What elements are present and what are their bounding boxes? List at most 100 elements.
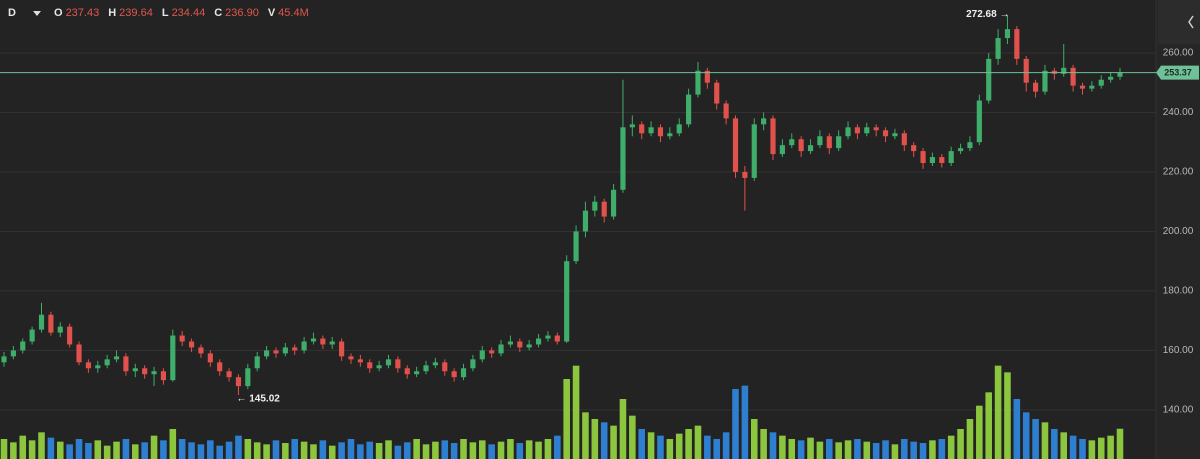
volume-bar <box>394 445 402 459</box>
volume-bar <box>0 439 8 459</box>
candle-body <box>1070 67 1076 86</box>
volume-bar <box>844 440 852 459</box>
volume-bar <box>66 444 73 459</box>
candle-body <box>329 341 335 345</box>
candle-body <box>1004 29 1011 39</box>
volume-bar <box>507 439 514 459</box>
candle-body <box>648 127 654 134</box>
y-tick-label: 200.00 <box>1163 226 1194 237</box>
candle-body <box>95 365 101 369</box>
volume-bar <box>441 440 449 459</box>
candle-body <box>198 347 204 354</box>
candle-body <box>1061 67 1067 74</box>
volume-bar <box>338 442 345 459</box>
candle-body <box>704 70 710 83</box>
volume-bar <box>235 435 242 459</box>
candle-body <box>611 189 617 217</box>
candle-body <box>254 356 260 369</box>
y-tick-label: 220.00 <box>1163 167 1194 178</box>
volume-bar <box>629 415 636 459</box>
volume-bar <box>563 379 570 459</box>
candle-body <box>657 127 664 137</box>
volume-bar <box>432 441 439 459</box>
candle-body <box>779 145 785 155</box>
volume-bar <box>816 441 824 459</box>
volume-bar <box>610 425 617 459</box>
volume-bar <box>525 440 533 459</box>
candle-body <box>892 133 898 137</box>
candle-body <box>798 139 804 152</box>
volume-bar <box>882 440 889 459</box>
volume-bar <box>807 437 814 459</box>
volume-bar <box>150 435 158 459</box>
volume-bar <box>160 440 167 459</box>
candle-body <box>864 127 870 134</box>
volume-bar <box>282 443 289 459</box>
candle-body <box>676 124 682 134</box>
volume-bar <box>919 443 927 459</box>
volume-bar <box>47 437 55 459</box>
candle-body <box>836 136 842 149</box>
volume-bar <box>94 440 102 459</box>
volume-bar <box>357 444 364 459</box>
volume-bar <box>750 419 758 459</box>
interval[interactable]: D <box>8 7 16 19</box>
volume-bar <box>619 399 627 459</box>
candle-body <box>48 314 54 333</box>
y-tick-label: 180.00 <box>1163 286 1194 297</box>
volume-bar <box>694 425 702 459</box>
volume-bar <box>328 445 336 459</box>
volume-bar <box>1069 435 1077 459</box>
candle-body <box>179 335 185 342</box>
candle-body <box>1033 82 1039 92</box>
volume-bar <box>169 429 177 459</box>
candle-body <box>582 210 589 232</box>
candle-body <box>517 341 523 348</box>
candle-body <box>695 70 701 95</box>
candle-body <box>957 148 964 152</box>
volume-bar <box>366 441 374 459</box>
volume-bar <box>28 440 36 459</box>
y-tick-label: 240.00 <box>1163 107 1194 118</box>
candle-body <box>423 365 429 372</box>
candle-body <box>554 335 560 342</box>
candle-body <box>667 133 673 137</box>
candle-body <box>217 362 223 372</box>
volume-bar <box>1032 419 1039 459</box>
candle-body <box>38 314 45 330</box>
candle-body <box>761 118 767 125</box>
candle-body <box>845 127 851 137</box>
candle-body <box>160 371 167 381</box>
collapse-button[interactable] <box>1158 0 1200 44</box>
volume-bar <box>300 441 308 459</box>
volume-bar <box>422 444 430 459</box>
volume-bar <box>460 439 467 459</box>
volume-bar <box>901 439 908 459</box>
volume-bar <box>910 441 917 459</box>
volume-bar <box>685 429 692 459</box>
candle-body <box>489 350 495 354</box>
candle-body <box>460 368 467 378</box>
volume-bar <box>872 443 880 459</box>
candle-body <box>85 362 91 369</box>
volume-bar <box>197 444 205 459</box>
volume-bar <box>85 443 92 459</box>
ohlc-value: 45.4M <box>278 7 309 19</box>
volume-bar <box>535 441 542 459</box>
volume-bar <box>272 440 280 459</box>
candle-body <box>629 124 635 128</box>
volume-bar <box>600 422 608 459</box>
volume-bar <box>1097 437 1105 459</box>
candle-body <box>826 136 832 149</box>
volume-bar <box>863 441 871 459</box>
candle-body <box>188 341 195 348</box>
interval-dropdown[interactable] <box>33 11 41 16</box>
volume-bar <box>779 435 786 459</box>
candle-body <box>1079 85 1086 89</box>
volume-pane <box>0 365 1124 459</box>
candle-body <box>29 329 35 342</box>
volume-bar <box>957 429 964 459</box>
volume-bar <box>1041 422 1049 459</box>
candle-body <box>948 151 954 164</box>
candle-body <box>339 341 345 357</box>
